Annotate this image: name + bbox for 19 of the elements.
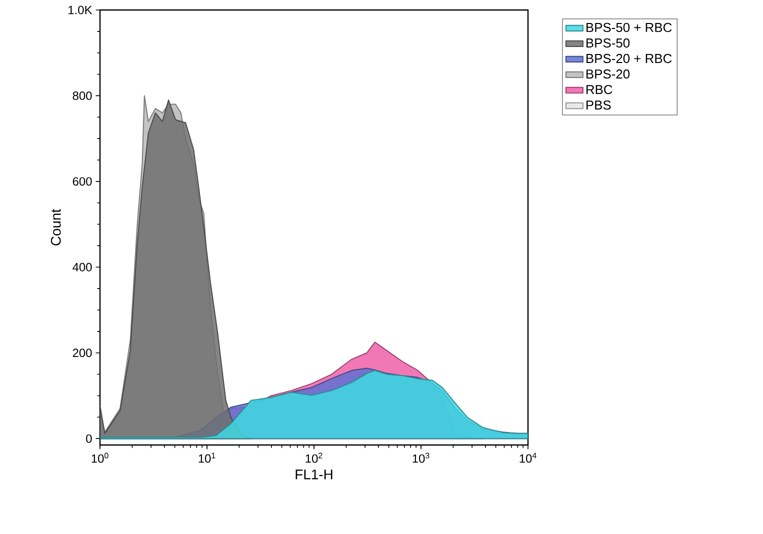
x-tick-label: 10$^{3}$ — [412, 452, 430, 463]
y-tick-label: 400 — [72, 262, 92, 272]
x-tick-label: 10$^{0}$ — [92, 452, 108, 463]
y-axis-title: Count — [50, 208, 61, 246]
legend-label: RBC — [586, 84, 612, 94]
x-tick-label: 10$^{1}$ — [198, 452, 216, 463]
x-tick-label: 10$^{4}$ — [520, 452, 536, 463]
x-axis-title: FL1-H — [296, 470, 332, 480]
y-tick-label: 1.0K — [68, 6, 92, 14]
legend-label: BPS-20 + RBC — [586, 54, 672, 64]
legend-label: BPS-50 — [586, 38, 630, 48]
legend-label: PBS — [586, 100, 611, 110]
legend-label: BPS-50 + RBC — [586, 22, 672, 32]
y-tick-label: 0 — [86, 434, 92, 443]
x-tick-label: 10$^{2}$ — [306, 452, 322, 463]
y-tick-label: 200 — [72, 348, 92, 358]
y-tick-label: 800 — [72, 91, 92, 100]
legend-label: BPS-20 — [586, 69, 630, 79]
y-tick-label: 600 — [72, 177, 92, 186]
